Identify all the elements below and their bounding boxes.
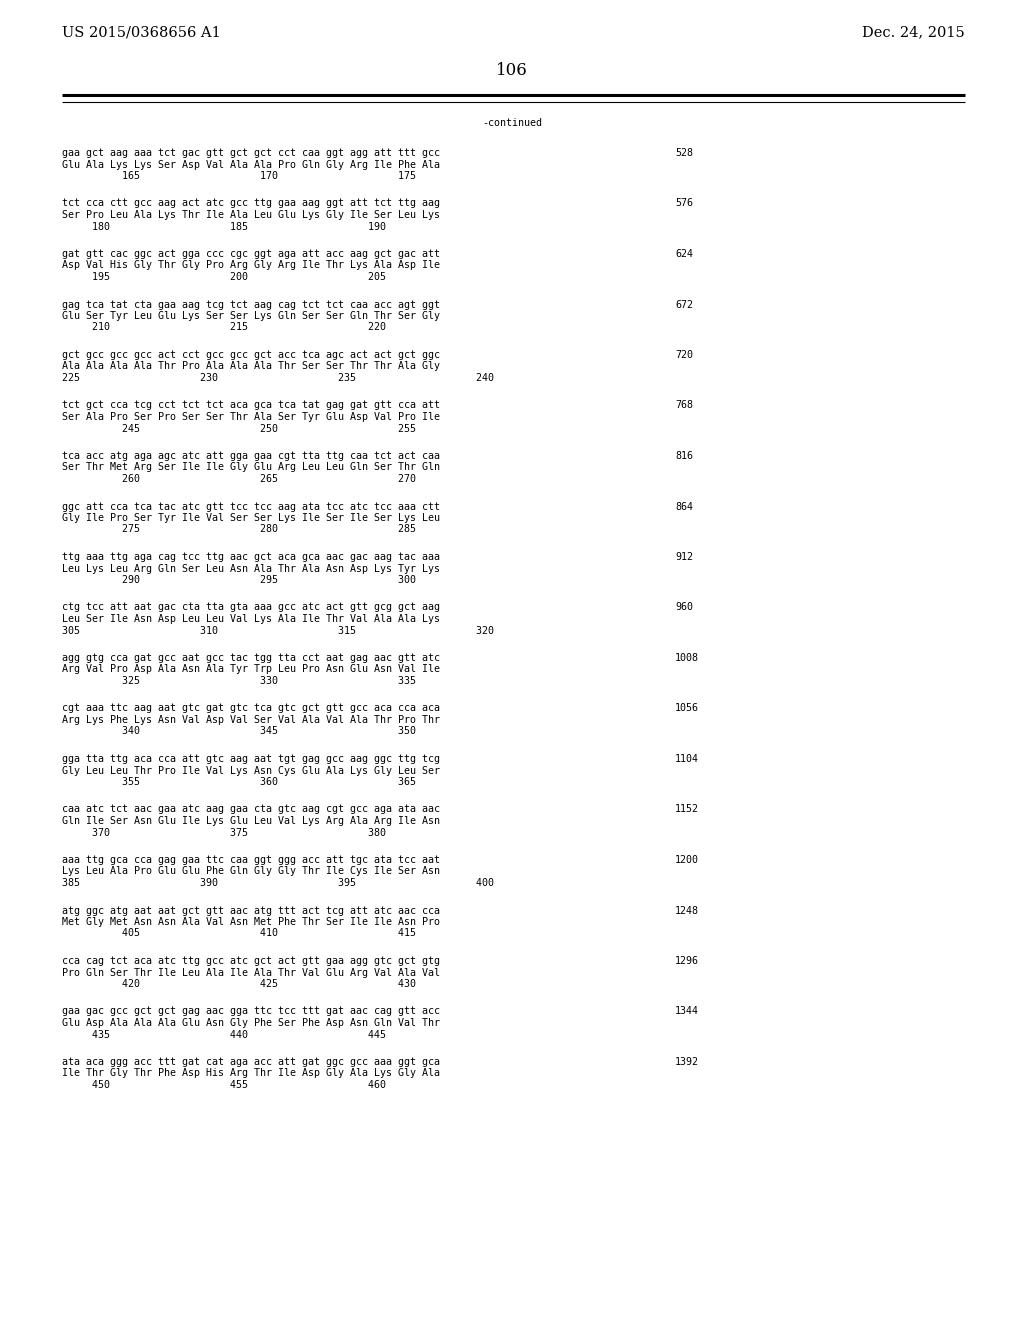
Text: 960: 960	[675, 602, 693, 612]
Text: Arg Val Pro Asp Ala Asn Ala Tyr Trp Leu Pro Asn Glu Asn Val Ile: Arg Val Pro Asp Ala Asn Ala Tyr Trp Leu …	[62, 664, 440, 675]
Text: ttg aaa ttg aga cag tcc ttg aac gct aca gca aac gac aag tac aaa: ttg aaa ttg aga cag tcc ttg aac gct aca …	[62, 552, 440, 562]
Text: 1200: 1200	[675, 855, 699, 865]
Text: cca cag tct aca atc ttg gcc atc gct act gtt gaa agg gtc gct gtg: cca cag tct aca atc ttg gcc atc gct act …	[62, 956, 440, 966]
Text: Ile Thr Gly Thr Phe Asp His Arg Thr Ile Asp Gly Ala Lys Gly Ala: Ile Thr Gly Thr Phe Asp His Arg Thr Ile …	[62, 1068, 440, 1078]
Text: Ser Pro Leu Ala Lys Thr Ile Ala Leu Glu Lys Gly Ile Ser Leu Lys: Ser Pro Leu Ala Lys Thr Ile Ala Leu Glu …	[62, 210, 440, 220]
Text: Dec. 24, 2015: Dec. 24, 2015	[862, 25, 965, 40]
Text: agg gtg cca gat gcc aat gcc tac tgg tta cct aat gag aac gtt atc: agg gtg cca gat gcc aat gcc tac tgg tta …	[62, 653, 440, 663]
Text: 260                    265                    270: 260 265 270	[62, 474, 416, 484]
Text: tct cca ctt gcc aag act atc gcc ttg gaa aag ggt att tct ttg aag: tct cca ctt gcc aag act atc gcc ttg gaa …	[62, 198, 440, 209]
Text: gaa gct aag aaa tct gac gtt gct gct cct caa ggt agg att ttt gcc: gaa gct aag aaa tct gac gtt gct gct cct …	[62, 148, 440, 158]
Text: Leu Ser Ile Asn Asp Leu Leu Val Lys Ala Ile Thr Val Ala Ala Lys: Leu Ser Ile Asn Asp Leu Leu Val Lys Ala …	[62, 614, 440, 624]
Text: 1104: 1104	[675, 754, 699, 764]
Text: 1392: 1392	[675, 1057, 699, 1067]
Text: 1008: 1008	[675, 653, 699, 663]
Text: 1152: 1152	[675, 804, 699, 814]
Text: 385                    390                    395                    400: 385 390 395 400	[62, 878, 494, 888]
Text: 340                    345                    350: 340 345 350	[62, 726, 416, 737]
Text: 912: 912	[675, 552, 693, 562]
Text: US 2015/0368656 A1: US 2015/0368656 A1	[62, 25, 221, 40]
Text: cgt aaa ttc aag aat gtc gat gtc tca gtc gct gtt gcc aca cca aca: cgt aaa ttc aag aat gtc gat gtc tca gtc …	[62, 704, 440, 714]
Text: 290                    295                    300: 290 295 300	[62, 576, 416, 585]
Text: -continued: -continued	[482, 117, 542, 128]
Text: ctg tcc att aat gac cta tta gta aaa gcc atc act gtt gcg gct aag: ctg tcc att aat gac cta tta gta aaa gcc …	[62, 602, 440, 612]
Text: 305                    310                    315                    320: 305 310 315 320	[62, 626, 494, 635]
Text: Pro Gln Ser Thr Ile Leu Ala Ile Ala Thr Val Glu Arg Val Ala Val: Pro Gln Ser Thr Ile Leu Ala Ile Ala Thr …	[62, 968, 440, 978]
Text: Ala Ala Ala Ala Thr Pro Ala Ala Ala Thr Ser Ser Thr Thr Ala Gly: Ala Ala Ala Ala Thr Pro Ala Ala Ala Thr …	[62, 362, 440, 371]
Text: 1296: 1296	[675, 956, 699, 966]
Text: 1344: 1344	[675, 1006, 699, 1016]
Text: ata aca ggg acc ttt gat cat aga acc att gat ggc gcc aaa ggt gca: ata aca ggg acc ttt gat cat aga acc att …	[62, 1057, 440, 1067]
Text: ggc att cca tca tac atc gtt tcc tcc aag ata tcc atc tcc aaa ctt: ggc att cca tca tac atc gtt tcc tcc aag …	[62, 502, 440, 511]
Text: 325                    330                    335: 325 330 335	[62, 676, 416, 686]
Text: 225                    230                    235                    240: 225 230 235 240	[62, 374, 494, 383]
Text: 165                    170                    175: 165 170 175	[62, 172, 416, 181]
Text: Arg Lys Phe Lys Asn Val Asp Val Ser Val Ala Val Ala Thr Pro Thr: Arg Lys Phe Lys Asn Val Asp Val Ser Val …	[62, 715, 440, 725]
Text: Ser Thr Met Arg Ser Ile Ile Gly Glu Arg Leu Leu Gln Ser Thr Gln: Ser Thr Met Arg Ser Ile Ile Gly Glu Arg …	[62, 462, 440, 473]
Text: gct gcc gcc gcc act cct gcc gcc gct acc tca agc act act gct ggc: gct gcc gcc gcc act cct gcc gcc gct acc …	[62, 350, 440, 360]
Text: gat gtt cac ggc act gga ccc cgc ggt aga att acc aag gct gac att: gat gtt cac ggc act gga ccc cgc ggt aga …	[62, 249, 440, 259]
Text: gag tca tat cta gaa aag tcg tct aag cag tct tct caa acc agt ggt: gag tca tat cta gaa aag tcg tct aag cag …	[62, 300, 440, 309]
Text: 816: 816	[675, 451, 693, 461]
Text: Gly Ile Pro Ser Tyr Ile Val Ser Ser Lys Ile Ser Ile Ser Lys Leu: Gly Ile Pro Ser Tyr Ile Val Ser Ser Lys …	[62, 513, 440, 523]
Text: 370                    375                    380: 370 375 380	[62, 828, 386, 837]
Text: 106: 106	[496, 62, 528, 79]
Text: 768: 768	[675, 400, 693, 411]
Text: 1248: 1248	[675, 906, 699, 916]
Text: 864: 864	[675, 502, 693, 511]
Text: 450                    455                    460: 450 455 460	[62, 1080, 386, 1090]
Text: 435                    440                    445: 435 440 445	[62, 1030, 386, 1040]
Text: Glu Ser Tyr Leu Glu Lys Ser Ser Lys Gln Ser Ser Gln Thr Ser Gly: Glu Ser Tyr Leu Glu Lys Ser Ser Lys Gln …	[62, 312, 440, 321]
Text: 672: 672	[675, 300, 693, 309]
Text: 405                    410                    415: 405 410 415	[62, 928, 416, 939]
Text: gga tta ttg aca cca att gtc aag aat tgt gag gcc aag ggc ttg tcg: gga tta ttg aca cca att gtc aag aat tgt …	[62, 754, 440, 764]
Text: 528: 528	[675, 148, 693, 158]
Text: Gly Leu Leu Thr Pro Ile Val Lys Asn Cys Glu Ala Lys Gly Leu Ser: Gly Leu Leu Thr Pro Ile Val Lys Asn Cys …	[62, 766, 440, 776]
Text: gaa gac gcc gct gct gag aac gga ttc tcc ttt gat aac cag gtt acc: gaa gac gcc gct gct gag aac gga ttc tcc …	[62, 1006, 440, 1016]
Text: Met Gly Met Asn Asn Ala Val Asn Met Phe Thr Ser Ile Ile Asn Pro: Met Gly Met Asn Asn Ala Val Asn Met Phe …	[62, 917, 440, 927]
Text: caa atc tct aac gaa atc aag gaa cta gtc aag cgt gcc aga ata aac: caa atc tct aac gaa atc aag gaa cta gtc …	[62, 804, 440, 814]
Text: 624: 624	[675, 249, 693, 259]
Text: Glu Asp Ala Ala Ala Glu Asn Gly Phe Ser Phe Asp Asn Gln Val Thr: Glu Asp Ala Ala Ala Glu Asn Gly Phe Ser …	[62, 1018, 440, 1028]
Text: 576: 576	[675, 198, 693, 209]
Text: 420                    425                    430: 420 425 430	[62, 979, 416, 989]
Text: 210                    215                    220: 210 215 220	[62, 322, 386, 333]
Text: Ser Ala Pro Ser Pro Ser Ser Thr Ala Ser Tyr Glu Asp Val Pro Ile: Ser Ala Pro Ser Pro Ser Ser Thr Ala Ser …	[62, 412, 440, 422]
Text: 275                    280                    285: 275 280 285	[62, 524, 416, 535]
Text: Asp Val His Gly Thr Gly Pro Arg Gly Arg Ile Thr Lys Ala Asp Ile: Asp Val His Gly Thr Gly Pro Arg Gly Arg …	[62, 260, 440, 271]
Text: aaa ttg gca cca gag gaa ttc caa ggt ggg acc att tgc ata tcc aat: aaa ttg gca cca gag gaa ttc caa ggt ggg …	[62, 855, 440, 865]
Text: 195                    200                    205: 195 200 205	[62, 272, 386, 282]
Text: Leu Lys Leu Arg Gln Ser Leu Asn Ala Thr Ala Asn Asp Lys Tyr Lys: Leu Lys Leu Arg Gln Ser Leu Asn Ala Thr …	[62, 564, 440, 573]
Text: 245                    250                    255: 245 250 255	[62, 424, 416, 433]
Text: Glu Ala Lys Lys Ser Asp Val Ala Ala Pro Gln Gly Arg Ile Phe Ala: Glu Ala Lys Lys Ser Asp Val Ala Ala Pro …	[62, 160, 440, 169]
Text: atg ggc atg aat aat gct gtt aac atg ttt act tcg att atc aac cca: atg ggc atg aat aat gct gtt aac atg ttt …	[62, 906, 440, 916]
Text: Gln Ile Ser Asn Glu Ile Lys Glu Leu Val Lys Arg Ala Arg Ile Asn: Gln Ile Ser Asn Glu Ile Lys Glu Leu Val …	[62, 816, 440, 826]
Text: 180                    185                    190: 180 185 190	[62, 222, 386, 231]
Text: Lys Leu Ala Pro Glu Glu Phe Gln Gly Gly Thr Ile Cys Ile Ser Asn: Lys Leu Ala Pro Glu Glu Phe Gln Gly Gly …	[62, 866, 440, 876]
Text: 1056: 1056	[675, 704, 699, 714]
Text: 355                    360                    365: 355 360 365	[62, 777, 416, 787]
Text: 720: 720	[675, 350, 693, 360]
Text: tca acc atg aga agc atc att gga gaa cgt tta ttg caa tct act caa: tca acc atg aga agc atc att gga gaa cgt …	[62, 451, 440, 461]
Text: tct gct cca tcg cct tct tct aca gca tca tat gag gat gtt cca att: tct gct cca tcg cct tct tct aca gca tca …	[62, 400, 440, 411]
